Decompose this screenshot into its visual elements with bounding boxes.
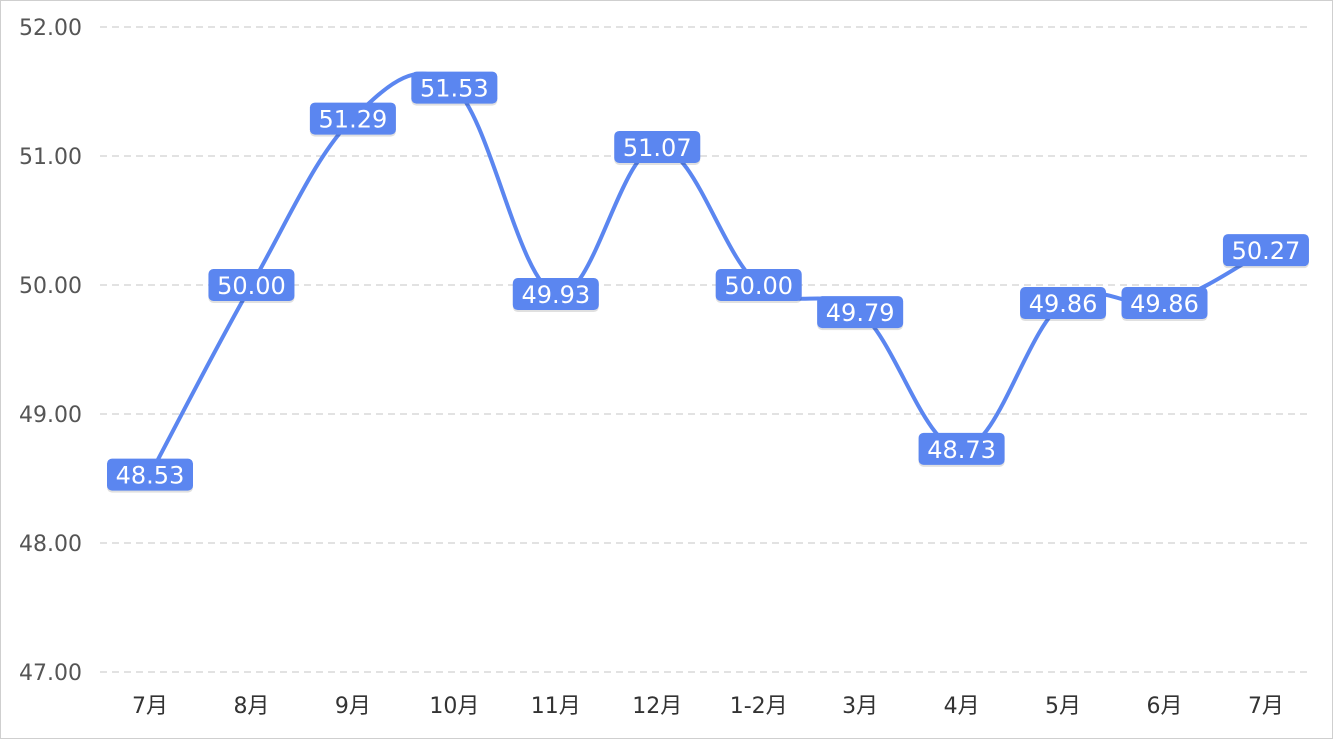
data-label: 48.53 xyxy=(107,458,193,493)
x-axis-ticks: 7月 8月 9月 10月 11月 12月 1-2月 3月 4月 5月 6月 7月 xyxy=(132,694,1284,719)
data-label-box xyxy=(309,102,396,135)
x-tick-label: 1-2月 xyxy=(730,694,788,719)
data-label-box xyxy=(1121,287,1208,320)
data-label-box xyxy=(411,71,498,104)
x-tick-label: 7月 xyxy=(1248,694,1284,719)
x-tick-label: 10月 xyxy=(429,694,479,719)
data-label-box xyxy=(715,269,802,301)
x-tick-label: 9月 xyxy=(335,694,371,719)
data-label-box xyxy=(817,296,904,329)
data-label: 51.29 xyxy=(309,102,396,137)
data-label: 50.00 xyxy=(715,269,802,303)
data-label-text: 49.86 xyxy=(1130,290,1199,318)
data-label: 50.27 xyxy=(1222,234,1309,269)
data-label-text: 49.79 xyxy=(826,299,895,327)
data-label-box xyxy=(1222,234,1309,267)
data-label: 49.86 xyxy=(1121,287,1208,322)
data-label-box xyxy=(208,269,295,301)
y-axis-ticks: 47.00 48.00 49.00 50.00 51.00 52.00 xyxy=(19,16,82,686)
data-label-text: 48.53 xyxy=(116,462,185,490)
data-label-text: 49.86 xyxy=(1029,290,1098,318)
data-label: 49.79 xyxy=(817,296,904,331)
data-label-text: 50.27 xyxy=(1232,237,1301,265)
y-grid xyxy=(100,26,1308,673)
y-tick-label: 47.00 xyxy=(19,661,82,686)
data-label: 50.00 xyxy=(208,269,295,303)
x-tick-label: 12月 xyxy=(632,694,682,719)
x-tick-label: 7月 xyxy=(132,694,168,719)
data-labels: 48.53 50.00 51.29 51.53 49.93 51.07 50.00 49.79… xyxy=(107,71,1309,493)
data-label: 49.93 xyxy=(512,278,599,313)
y-tick-label: 51.00 xyxy=(19,145,82,170)
data-label-text: 50.00 xyxy=(217,272,286,300)
data-label-text: 51.53 xyxy=(420,75,489,103)
data-label-text: 51.29 xyxy=(319,106,388,134)
data-label-box xyxy=(512,278,599,311)
x-tick-label: 11月 xyxy=(531,694,581,719)
x-tick-label: 4月 xyxy=(944,694,980,719)
data-label-box xyxy=(614,130,701,163)
x-tick-label: 3月 xyxy=(842,694,878,719)
data-label-text: 50.00 xyxy=(724,272,793,300)
y-tick-label: 48.00 xyxy=(19,532,82,557)
data-label-text: 49.93 xyxy=(521,281,590,309)
x-tick-label: 6月 xyxy=(1147,694,1183,719)
data-label: 48.73 xyxy=(918,432,1005,467)
y-tick-label: 50.00 xyxy=(19,274,82,299)
data-label-box xyxy=(918,432,1005,465)
data-label: 51.07 xyxy=(614,130,701,165)
data-label: 51.53 xyxy=(411,71,498,106)
data-label-text: 48.73 xyxy=(927,436,996,464)
data-label: 49.86 xyxy=(1020,287,1107,322)
x-tick-label: 5月 xyxy=(1045,694,1081,719)
data-label-box xyxy=(107,458,193,491)
data-label-box xyxy=(1020,287,1107,320)
data-label-text: 51.07 xyxy=(623,134,692,162)
y-tick-label: 49.00 xyxy=(19,403,82,428)
x-tick-label: 8月 xyxy=(233,694,269,719)
y-tick-label: 52.00 xyxy=(19,16,82,41)
